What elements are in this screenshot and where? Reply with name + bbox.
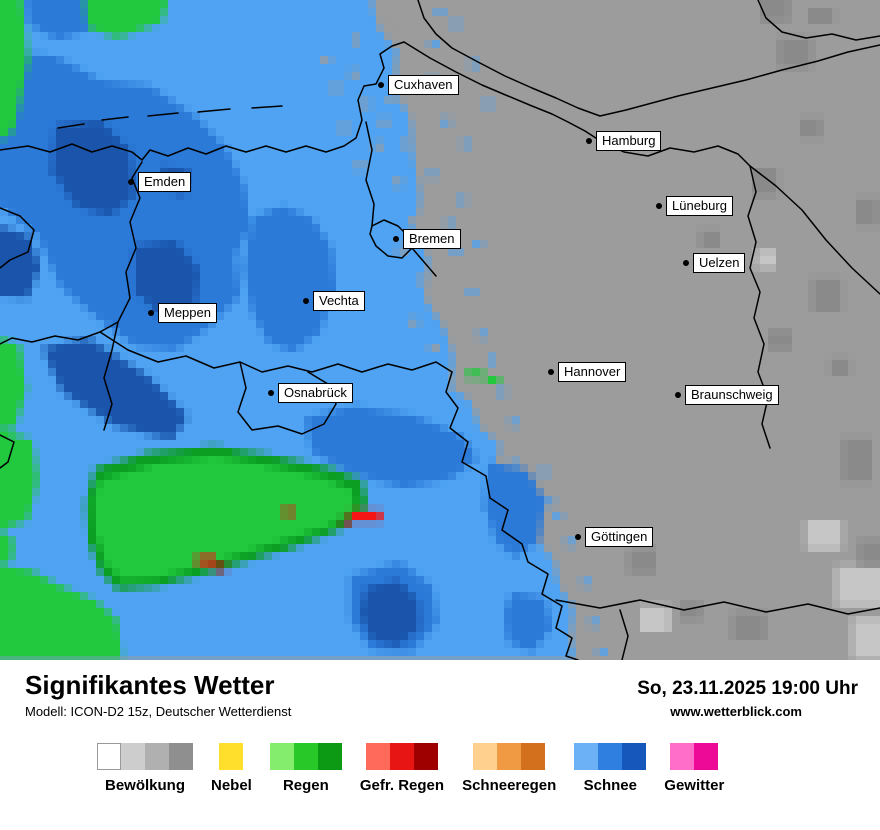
city-label: Emden: [138, 172, 192, 192]
legend: Bewölkung Nebel Regen Gefr. Regen Schneerege…: [25, 743, 858, 794]
city-dot: [675, 392, 681, 398]
legend-swatch: [670, 743, 695, 770]
border-line: [99, 331, 453, 373]
border-line: [0, 41, 405, 161]
legend-swatch: [413, 743, 438, 770]
city-label: Uelzen: [693, 253, 746, 273]
legend-swatch: [293, 743, 318, 770]
legend-swatch: [317, 743, 342, 770]
legend-label: Schnee: [583, 777, 637, 794]
city-label: Hannover: [558, 362, 627, 382]
legend-swatch: [574, 743, 599, 770]
legend-swatch: [521, 743, 546, 770]
city-dot: [548, 369, 554, 375]
city-dot: [393, 236, 399, 242]
city-dot: [586, 138, 592, 144]
legend-label: Schneeregen: [462, 777, 557, 794]
map-area: Cuxhaven Hamburg Emden Lüneburg Bremen Uelzen…: [0, 0, 880, 660]
legend-swatch: [365, 743, 390, 770]
city-label: Göttingen: [585, 527, 654, 547]
border-line: [101, 116, 129, 121]
city-label: Hamburg: [596, 131, 662, 151]
info-panel: Signifikantes Wetter So, 23.11.2025 19:0…: [0, 660, 880, 830]
legend-group-regen: Regen: [269, 743, 342, 794]
border-line: [417, 0, 880, 117]
city-label: Cuxhaven: [388, 75, 459, 95]
legend-swatch: [97, 743, 121, 770]
legend-group-bew-lkung: Bewölkung: [97, 743, 193, 794]
page-title: Signifikantes Wetter: [25, 670, 275, 700]
border-line: [555, 599, 880, 615]
border-line: [403, 41, 586, 132]
website-link[interactable]: www.wetterblick.com: [670, 704, 802, 719]
city-dot: [575, 534, 581, 540]
legend-swatch: [389, 743, 414, 770]
border-line: [147, 112, 179, 117]
legend-swatch: [598, 743, 623, 770]
forecast-datetime: So, 23.11.2025 19:00 Uhr: [637, 678, 858, 699]
model-info: Modell: ICON-D2 15z, Deutscher Wetterdie…: [25, 704, 292, 719]
legend-swatch: [145, 743, 169, 770]
border-line: [365, 121, 375, 227]
legend-label: Nebel: [211, 777, 252, 794]
city-markers-layer: Cuxhaven Hamburg Emden Lüneburg Bremen Uelzen…: [128, 75, 779, 547]
legend-group-gefr-regen: Gefr. Regen: [360, 743, 444, 794]
city-label: Meppen: [158, 303, 217, 323]
city-label: Bremen: [403, 229, 461, 249]
city-label: Vechta: [313, 291, 365, 311]
border-line: [411, 247, 437, 277]
city-label: Braunschweig: [685, 385, 779, 405]
legend-group-schneeregen: Schneeregen: [462, 743, 556, 794]
border-line: [0, 207, 35, 269]
legend-swatch: [622, 743, 647, 770]
city-label: Osnabrück: [278, 383, 353, 403]
city-dot: [148, 310, 154, 316]
city-dot: [683, 260, 689, 266]
legend-label: Gewitter: [664, 777, 725, 794]
border-line: [57, 123, 85, 129]
border-line: [749, 165, 880, 295]
legend-swatch: [694, 743, 719, 770]
legend-label: Bewölkung: [104, 777, 185, 794]
border-line: [197, 108, 231, 113]
legend-label: Gefr. Regen: [359, 777, 445, 794]
city-dot: [268, 390, 274, 396]
border-line: [369, 219, 413, 259]
border-lines-layer: [0, 0, 880, 660]
legend-group-gewitter: Gewitter: [664, 743, 724, 794]
legend-swatch: [169, 743, 193, 770]
city-dot: [128, 179, 134, 185]
border-line: [619, 609, 629, 660]
city-dot: [656, 203, 662, 209]
border-line: [757, 0, 880, 41]
legend-group-nebel: Nebel: [211, 743, 252, 794]
legend-swatch: [269, 743, 294, 770]
border-line: [0, 434, 15, 469]
border-line: [445, 371, 579, 660]
legend-swatch: [219, 743, 244, 770]
city-dot: [303, 298, 309, 304]
legend-swatch: [497, 743, 522, 770]
precipitation-layer: [0, 0, 880, 660]
legend-swatch: [121, 743, 145, 770]
city-label: Lüneburg: [666, 196, 733, 216]
border-line: [0, 161, 143, 345]
legend-group-schnee: Schnee: [574, 743, 647, 794]
city-dot: [378, 82, 384, 88]
legend-swatch: [473, 743, 498, 770]
legend-label: Regen: [282, 777, 329, 794]
border-line: [251, 105, 283, 109]
